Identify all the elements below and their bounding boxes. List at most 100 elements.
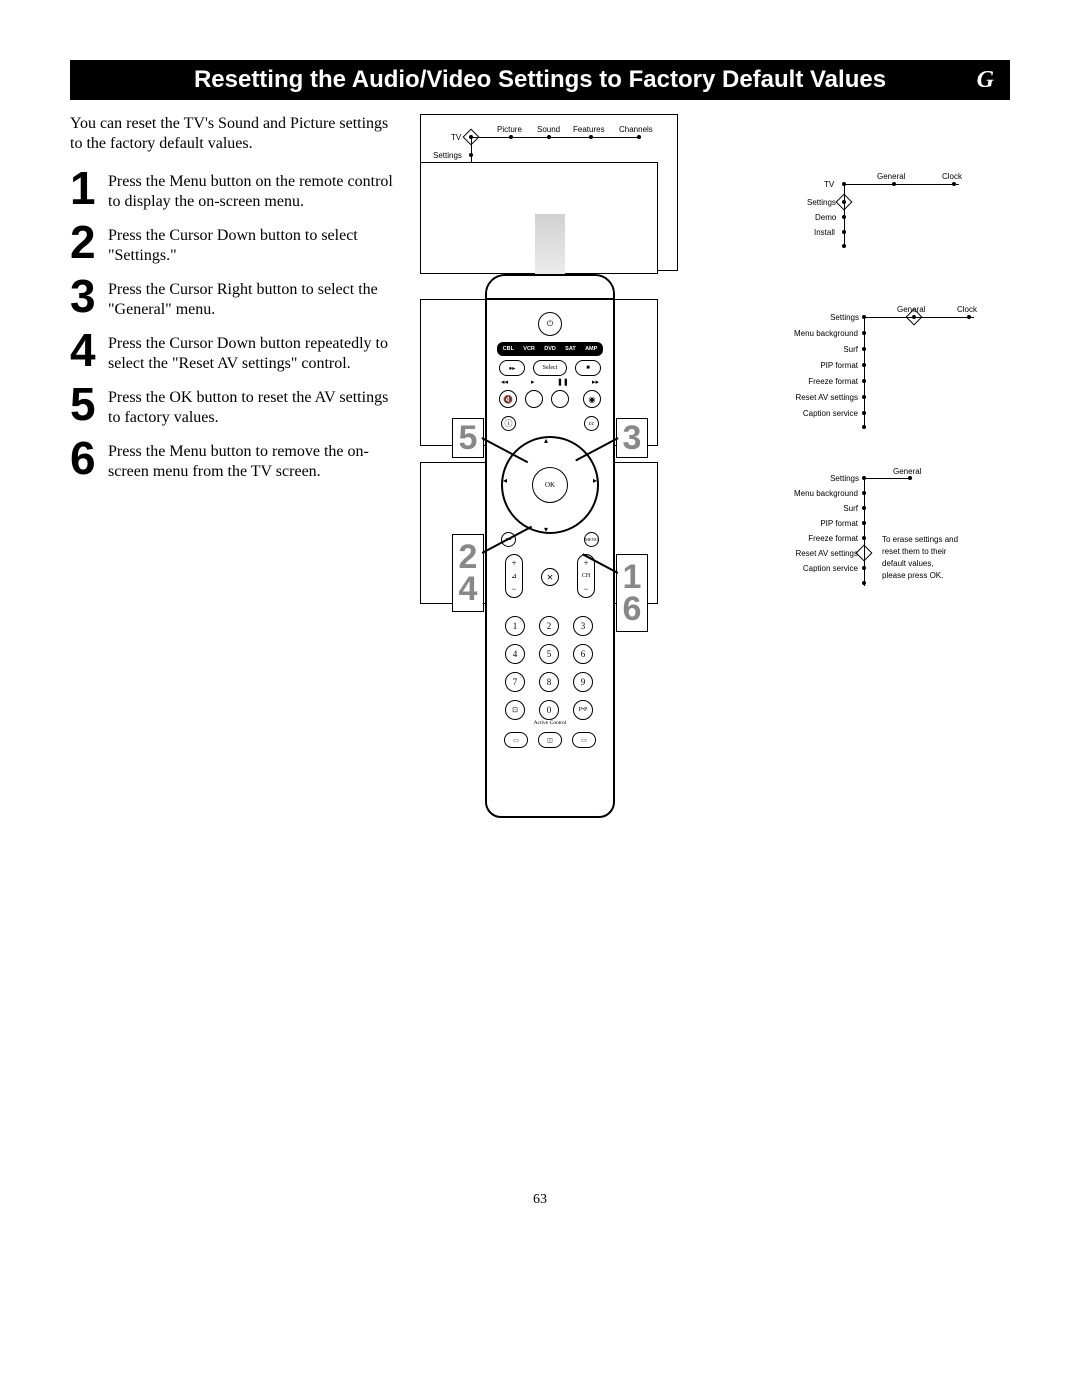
pill-button-icon: ▭	[504, 732, 528, 748]
circle-button-icon	[525, 390, 543, 408]
key-3: 3	[573, 616, 593, 636]
step-text: Press the Menu button to remove the on-s…	[108, 438, 400, 482]
page-title: Resetting the Audio/Video Settings to Fa…	[194, 66, 886, 94]
ok-button-icon: OK	[532, 467, 568, 503]
circle-button-icon	[551, 390, 569, 408]
menu-item: Reset AV settings	[778, 393, 858, 402]
step-5: 5Press the OK button to reset the AV set…	[70, 384, 400, 428]
key-5: 5	[539, 644, 559, 664]
menu-item: General	[893, 467, 921, 476]
menu-item: Caption service	[788, 564, 858, 573]
menu-item: TV	[451, 133, 461, 142]
section-letter: G	[977, 67, 994, 94]
step-number: 2	[70, 222, 98, 266]
key-8: 8	[539, 672, 559, 692]
callout-5: 5	[452, 418, 484, 458]
step-text: Press the Cursor Down button repeatedly …	[108, 330, 400, 374]
key-0: 0	[539, 700, 559, 720]
callout-3: 3	[616, 418, 648, 458]
step-text: Press the Cursor Down button to select "…	[108, 222, 400, 266]
cc-button-icon: cc	[584, 416, 599, 431]
step-2: 2Press the Cursor Down button to select …	[70, 222, 400, 266]
device-label: VCR	[523, 346, 535, 352]
menu-item: Reset AV settings	[778, 549, 858, 558]
step-6: 6Press the Menu button to remove the on-…	[70, 438, 400, 482]
bottom-row: ▭ ◫ ▭	[504, 732, 596, 748]
step-number: 1	[70, 168, 98, 212]
step-text: Press the Cursor Right button to select …	[108, 276, 400, 320]
page-number: 63	[70, 1192, 1010, 1208]
menu-item: Menu background	[788, 489, 858, 498]
step-text: Press the OK button to reset the AV sett…	[108, 384, 400, 428]
callout-2-4: 2 4	[452, 534, 484, 612]
step-3: 3Press the Cursor Right button to select…	[70, 276, 400, 320]
header-bar: Resetting the Audio/Video Settings to Fa…	[70, 60, 1010, 100]
menu-item: Features	[573, 125, 605, 134]
key-4: 4	[505, 644, 525, 664]
instructions-column: You can reset the TV's Sound and Picture…	[70, 114, 400, 492]
diagram-column: Picture Sound Features Channels TV Setti…	[420, 114, 1010, 492]
volume-rocker-icon: +⊿−	[505, 554, 523, 598]
menu-item: Settings	[827, 474, 859, 483]
menu-item: Install	[814, 228, 835, 237]
note-line: please press OK.	[882, 571, 943, 580]
callout-4: 4	[459, 573, 478, 605]
step-text: Press the Menu button on the remote cont…	[108, 168, 400, 212]
menu-item: PIP format	[788, 519, 858, 528]
power-button-icon: ⏻	[538, 312, 562, 336]
menu-item: General	[897, 305, 925, 314]
select-button-icon: Select	[533, 360, 567, 376]
callout-1-6: 1 6	[616, 554, 648, 632]
pill-button-icon: ▭	[572, 732, 596, 748]
device-bar: CBL VCR DVD SAT AMP	[497, 342, 603, 356]
device-label: DVD	[544, 346, 556, 352]
menu-item: Channels	[619, 125, 653, 134]
rec-button-icon: ●▸	[499, 360, 525, 376]
device-label: AMP	[585, 346, 597, 352]
info-button-icon: ⓘ	[501, 416, 516, 431]
mute-button-icon: ✕	[541, 568, 559, 586]
key-1: 1	[505, 616, 525, 636]
menu-item: Freeze format	[788, 534, 858, 543]
key-2: 2	[539, 616, 559, 636]
menu-item: Picture	[497, 125, 522, 134]
note-line: reset them to their	[882, 547, 946, 556]
menu-item: Demo	[815, 213, 836, 222]
step-number: 5	[70, 384, 98, 428]
ir-beam-icon	[535, 214, 565, 274]
callout-6: 6	[623, 593, 642, 625]
step-1: 1Press the Menu button on the remote con…	[70, 168, 400, 212]
dpad-icon: OK ▴ ▾ ◂ ▸	[501, 436, 599, 534]
pill-button-icon: ◫	[538, 732, 562, 748]
menu-item: Surf	[788, 504, 858, 513]
key-format: ⊡	[505, 700, 525, 720]
note-line: To erase settings and	[882, 535, 958, 544]
menu-item: Clock	[942, 172, 962, 181]
menu-item: General	[877, 172, 905, 181]
key-6: 6	[573, 644, 593, 664]
key-pp: P•P	[573, 700, 593, 720]
menu-item: Settings	[827, 313, 859, 322]
key-7: 7	[505, 672, 525, 692]
menu-item: PIP format	[788, 361, 858, 370]
step-4: 4Press the Cursor Down button repeatedly…	[70, 330, 400, 374]
step-number: 3	[70, 276, 98, 320]
device-label: CBL	[503, 346, 514, 352]
note-line: default values,	[882, 559, 934, 568]
stop-button-icon: ■	[575, 360, 601, 376]
menu-item: Clock	[957, 305, 977, 314]
callout-1: 1	[623, 561, 642, 593]
key-9: 9	[573, 672, 593, 692]
channel-rocker-icon: +CH−	[577, 554, 595, 598]
menu-item: Sound	[537, 125, 560, 134]
menu-item: Freeze format	[788, 377, 858, 386]
intro-text: You can reset the TV's Sound and Picture…	[70, 114, 400, 154]
mute-button-icon: 🔇	[499, 390, 517, 408]
keypad: 1 2 3 4 5 6 7 8 9 ⊡ 0 P•P	[505, 616, 595, 722]
step-number: 4	[70, 330, 98, 374]
menu-item: Settings	[807, 198, 836, 207]
menu-item: TV	[824, 180, 834, 189]
active-control-label: Active Control	[487, 720, 613, 726]
remote-diagram: ⏻ CBL VCR DVD SAT AMP ●▸ Select ■ ◂◂ ▸ ❚…	[460, 274, 640, 818]
surround-button-icon: ◉	[583, 390, 601, 408]
